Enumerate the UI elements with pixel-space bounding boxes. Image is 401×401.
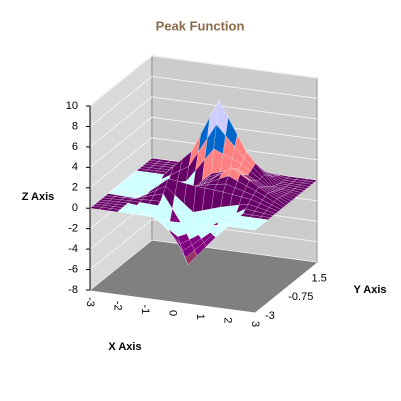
z-axis-title: Z Axis [22,191,55,203]
z-tick-label: -2 [68,223,78,235]
z-tick-label: -6 [68,263,78,275]
x-axis-title: X Axis [108,341,141,353]
z-tick-label: 6 [72,141,78,153]
y-tick-label: -3 [265,310,275,322]
surface-patch [258,216,272,221]
surface-patch [299,182,313,187]
x-tick-label: -2 [112,301,124,311]
surface-patch [245,226,259,231]
z-tick-label: 10 [66,100,78,112]
surface-patch [304,178,318,183]
x-tick-label: 2 [222,317,234,323]
grid-line [89,239,318,291]
y-tick-label: 1.5 [312,272,327,284]
y-axis-title: Y Axis [353,284,386,296]
surface-patch [273,198,287,208]
z-tick-label: 4 [72,161,78,173]
grid-line [89,219,318,270]
surface-patch [250,222,264,227]
z-tick-label: 8 [72,120,78,132]
z-tick-label: 2 [72,182,78,194]
surface-patch [296,184,310,189]
x-tick-label: 0 [167,310,179,316]
z-tick-label: -8 [68,284,78,296]
grid-line [89,116,318,168]
surface-patch [291,188,305,193]
x-tick-label: -3 [84,297,96,307]
z-tick-label: -4 [68,243,78,255]
grid-line [89,96,318,148]
surface-patch [253,220,266,225]
z-tick-label: 0 [72,202,78,214]
surface-patch [247,224,261,229]
y-tick-label: -0.75 [288,291,313,303]
chart-title: Peak Function [156,18,245,33]
grid-line [89,55,318,107]
x-tick-label: 1 [194,314,206,320]
grid-line [89,75,318,127]
x-tick-label: -1 [139,304,151,314]
surface-patch [289,190,303,196]
x-tick-label: 3 [249,321,261,327]
grid-line [89,137,318,189]
